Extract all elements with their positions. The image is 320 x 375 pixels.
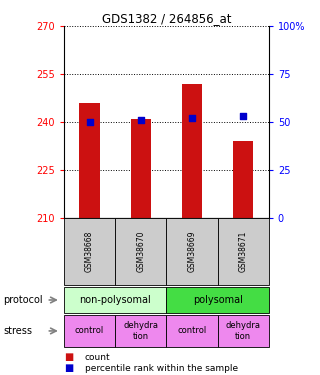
Title: GDS1382 / 264856_at: GDS1382 / 264856_at bbox=[102, 12, 231, 25]
Text: dehydra
tion: dehydra tion bbox=[123, 321, 158, 340]
Text: dehydra
tion: dehydra tion bbox=[226, 321, 261, 340]
Text: count: count bbox=[85, 353, 110, 362]
Bar bbox=[166, 287, 269, 313]
Bar bbox=[166, 315, 218, 347]
Text: non-polysomal: non-polysomal bbox=[79, 295, 151, 305]
Bar bbox=[218, 217, 269, 285]
Bar bbox=[218, 315, 269, 347]
Bar bbox=[233, 141, 253, 218]
Bar bbox=[79, 103, 100, 218]
Text: GSM38671: GSM38671 bbox=[239, 231, 248, 272]
Bar bbox=[115, 315, 166, 347]
Text: ■: ■ bbox=[64, 363, 73, 373]
Text: polysomal: polysomal bbox=[193, 295, 243, 305]
Point bbox=[87, 119, 92, 125]
Bar bbox=[64, 287, 166, 313]
Bar bbox=[182, 84, 202, 218]
Point bbox=[189, 115, 195, 121]
Text: stress: stress bbox=[3, 326, 32, 336]
Bar bbox=[64, 315, 115, 347]
Text: percentile rank within the sample: percentile rank within the sample bbox=[85, 364, 238, 373]
Text: GSM38669: GSM38669 bbox=[188, 231, 196, 272]
Text: control: control bbox=[75, 326, 104, 335]
Bar bbox=[115, 217, 166, 285]
Bar bbox=[166, 217, 218, 285]
Bar bbox=[131, 118, 151, 218]
Bar bbox=[64, 217, 115, 285]
Text: control: control bbox=[177, 326, 207, 335]
Text: GSM38668: GSM38668 bbox=[85, 231, 94, 272]
Point bbox=[241, 113, 246, 119]
Point bbox=[138, 117, 143, 123]
Text: ■: ■ bbox=[64, 352, 73, 362]
Text: GSM38670: GSM38670 bbox=[136, 231, 145, 272]
Text: protocol: protocol bbox=[3, 295, 43, 305]
